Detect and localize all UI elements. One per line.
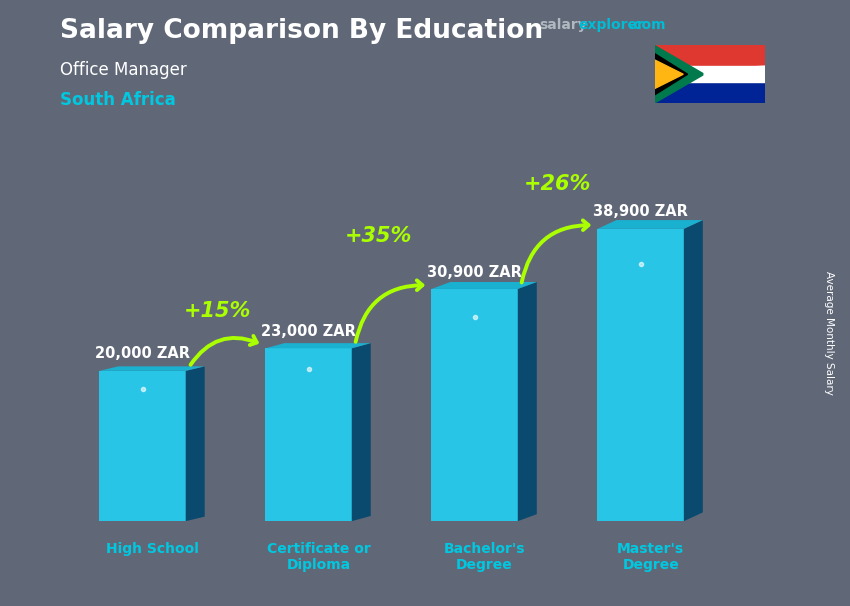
Text: Bachelor's
Degree: Bachelor's Degree [444, 542, 525, 572]
Text: +26%: +26% [524, 174, 592, 194]
Bar [654, 45, 765, 66]
Polygon shape [432, 282, 537, 289]
Polygon shape [654, 53, 688, 95]
Text: explorer: explorer [578, 18, 644, 32]
Text: .com: .com [629, 18, 666, 32]
Polygon shape [432, 289, 518, 521]
Polygon shape [704, 66, 765, 75]
Polygon shape [99, 371, 185, 521]
Text: Master's
Degree: Master's Degree [617, 542, 684, 572]
Polygon shape [598, 220, 703, 229]
Text: Salary Comparison By Education: Salary Comparison By Education [60, 18, 542, 44]
Bar [654, 82, 765, 103]
Text: Average Monthly Salary: Average Monthly Salary [824, 271, 834, 395]
Polygon shape [654, 60, 683, 88]
Polygon shape [352, 343, 371, 521]
Polygon shape [99, 367, 205, 371]
Text: salary: salary [540, 18, 587, 32]
Text: 38,900 ZAR: 38,900 ZAR [593, 204, 688, 219]
Polygon shape [265, 343, 371, 348]
Polygon shape [684, 220, 703, 521]
Text: +35%: +35% [344, 227, 412, 247]
Text: 23,000 ZAR: 23,000 ZAR [261, 324, 356, 339]
Text: High School: High School [106, 542, 199, 556]
Text: Certificate or
Diploma: Certificate or Diploma [267, 542, 371, 572]
Polygon shape [185, 367, 205, 521]
Polygon shape [704, 75, 765, 82]
Polygon shape [654, 45, 704, 103]
Text: +15%: +15% [184, 301, 251, 321]
Text: 30,900 ZAR: 30,900 ZAR [428, 265, 522, 279]
Bar [654, 66, 765, 82]
Polygon shape [598, 229, 684, 521]
Text: South Africa: South Africa [60, 91, 175, 109]
Text: 20,000 ZAR: 20,000 ZAR [95, 347, 190, 361]
Polygon shape [265, 348, 352, 521]
Text: Office Manager: Office Manager [60, 61, 186, 79]
Polygon shape [518, 282, 537, 521]
